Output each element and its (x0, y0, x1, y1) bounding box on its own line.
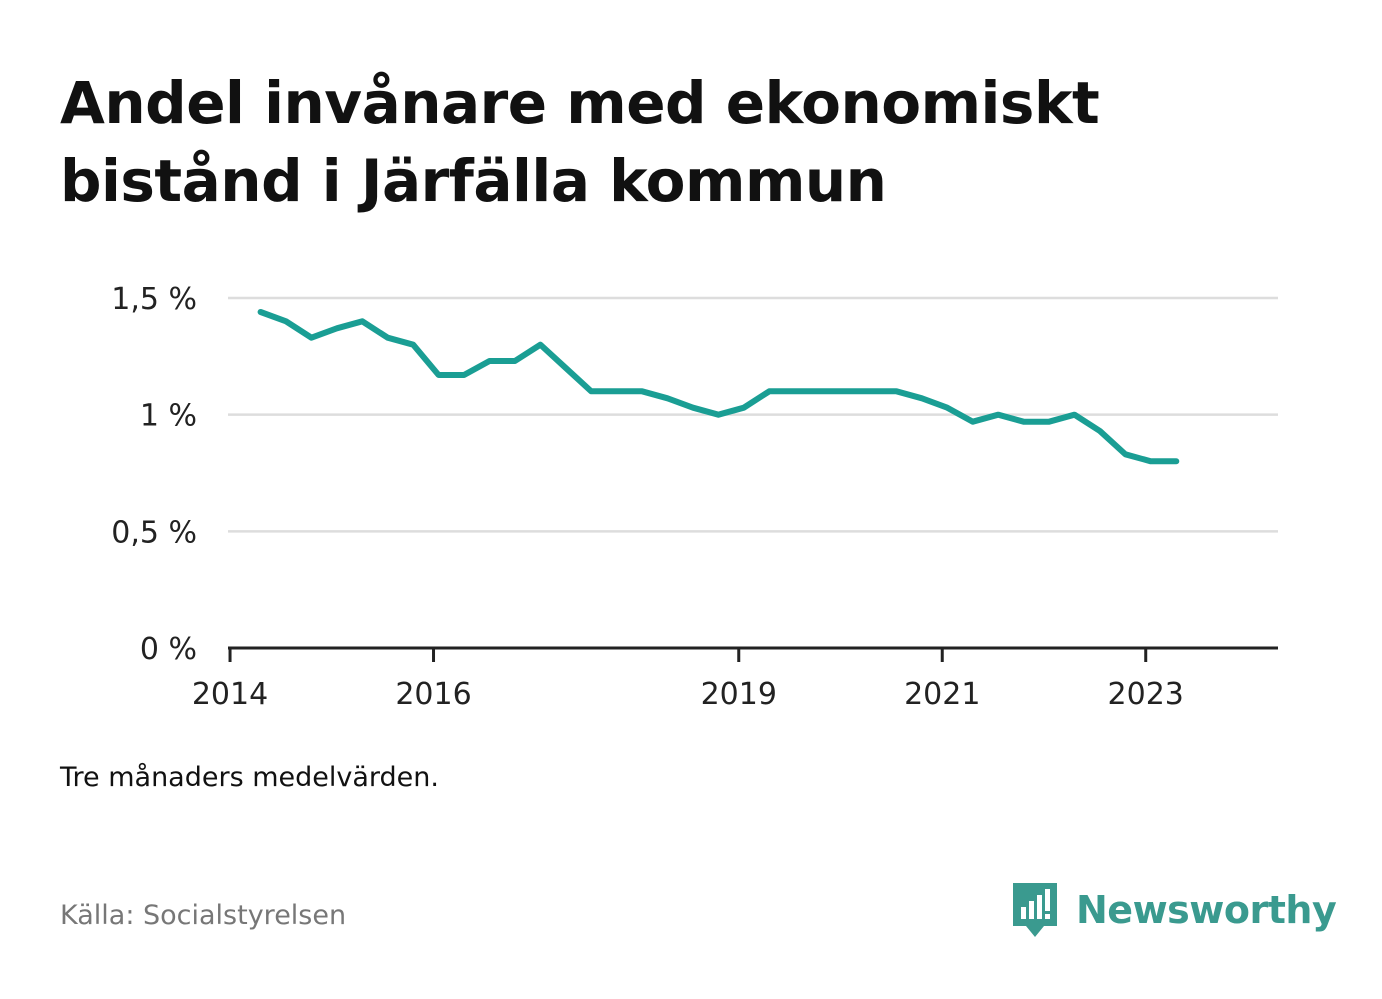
x-axis-labels: 2014 2016 2019 2021 2023 (192, 677, 1184, 712)
newsworthy-brand: Newsworthy (1010, 880, 1337, 940)
y-tick-label: 0 % (140, 632, 197, 667)
x-tick-label: 2019 (701, 677, 777, 712)
newsworthy-logo-icon (1013, 883, 1057, 937)
grid-lines (228, 296, 1278, 533)
y-tick-label: 1,5 % (111, 282, 197, 317)
y-tick-label: 1 % (140, 399, 197, 434)
x-axis (228, 646, 1278, 662)
y-tick-label: 0,5 % (111, 515, 197, 550)
x-tick-label: 2016 (395, 677, 471, 712)
x-tick-label: 2023 (1108, 677, 1184, 712)
x-tick-label: 2021 (904, 677, 980, 712)
series-line (257, 309, 1180, 465)
chart-note: Tre månaders medelvärden. (60, 762, 439, 793)
series-layer (257, 309, 1180, 465)
x-tick-label: 2014 (192, 677, 268, 712)
y-axis-labels: 0 % 0,5 % 1 % 1,5 % (111, 282, 197, 667)
brand-name: Newsworthy (1076, 888, 1337, 932)
source-text: Källa: Socialstyrelsen (60, 900, 347, 931)
chart-title: Andel invånare med ekonomiskt bistånd i … (60, 69, 1100, 215)
